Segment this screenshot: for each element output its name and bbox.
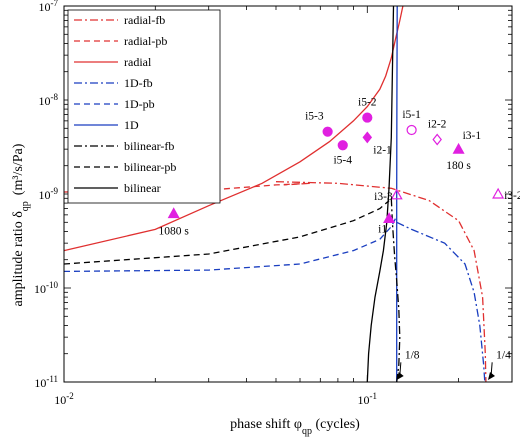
marker-i1	[383, 212, 396, 224]
marker-i3-1	[452, 142, 465, 154]
legend: radial-fb radial-pb radial 1D-fb 1D-pb 1D bili…	[67, 9, 221, 204]
series-bilinear-pb	[63, 200, 390, 265]
y-axis-label: amplitude ratio δqp(m³/s/Pa)	[11, 143, 31, 306]
y-tick-label: 10-7	[39, 0, 59, 14]
arrow-head	[396, 372, 404, 380]
marker-label: i2-1	[373, 144, 392, 156]
series-radial-pb	[63, 182, 311, 193]
series-1D-pb	[63, 218, 397, 273]
marker-i3-5	[167, 207, 180, 219]
series-radial-fb	[275, 181, 487, 383]
axes: 10-2 10-1 10-11 10-10 10-9 10-8 10-7	[34, 0, 513, 407]
marker-label: i3-1	[463, 130, 482, 142]
legend-label-radial-fb: radial-fb	[124, 13, 165, 27]
y-tick-label: 10-8	[39, 92, 59, 108]
series-1D-fb	[396, 221, 486, 383]
arrow-head	[487, 372, 495, 380]
marker-label: i5-2	[358, 97, 377, 109]
y-tick-label: 10-9	[39, 186, 59, 202]
marker-i3-3	[390, 188, 403, 200]
y-tick-label: 10-10	[34, 280, 58, 296]
marker-i2-2	[432, 133, 442, 146]
x-axis-label: phase shift φqp (cycles)	[230, 417, 360, 437]
legend-label-1D: 1D	[124, 118, 139, 132]
marker-i3-2	[492, 187, 505, 199]
legend-box	[67, 9, 221, 204]
legend-label-1D-pb: 1D-pb	[124, 97, 155, 111]
marker-label: i5-1	[402, 109, 421, 121]
marker-i5-2	[362, 112, 373, 123]
legend-label-1D-fb: 1D-fb	[124, 76, 153, 90]
marker-i2-1	[362, 131, 373, 144]
legend-label-bilinear: bilinear	[124, 181, 161, 195]
series-1D	[396, 5, 398, 382]
legend-label-bilinear-fb: bilinear-fb	[124, 139, 174, 153]
legend-label-radial: radial	[124, 55, 152, 69]
annotation: 180 s	[446, 160, 471, 172]
annotation: 1080 s	[159, 226, 190, 238]
marker-label: i1	[378, 223, 387, 235]
marker-i5-1	[406, 124, 417, 136]
legend-label-radial-pb: radial-pb	[124, 34, 167, 48]
marker-label: i2-2	[428, 119, 447, 131]
series-bilinear-fb	[390, 198, 401, 383]
legend-label-bilinear-pb: bilinear-pb	[124, 160, 176, 174]
x-tick-label: 10-1	[358, 391, 378, 407]
marker-i5-4	[337, 140, 348, 151]
marker-label: i5-3	[305, 111, 324, 123]
marker-label: i5-4	[333, 154, 352, 166]
x-tick-label: 10-2	[54, 391, 74, 407]
y-tick-label: 10-11	[34, 374, 58, 390]
arrow-label: 1/4	[496, 349, 511, 361]
marker-label: i3-3	[374, 191, 393, 203]
series-bilinear	[366, 5, 395, 383]
arrow-label: 1/8	[405, 349, 420, 361]
marker-i5-3	[322, 126, 333, 137]
